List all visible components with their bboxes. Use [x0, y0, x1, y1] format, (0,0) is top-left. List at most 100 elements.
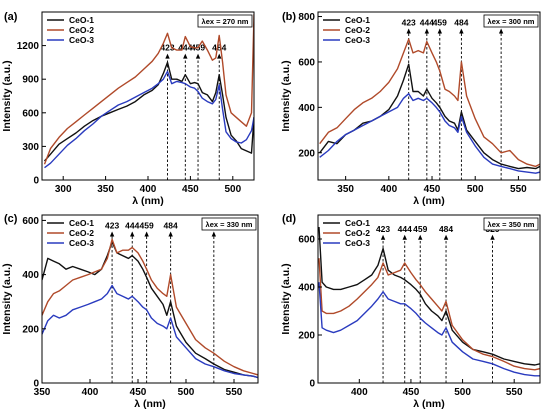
- peak-label: 444: [178, 43, 192, 53]
- y-tick-label: 600: [22, 108, 39, 119]
- x-axis-title: λ (nm): [134, 398, 166, 410]
- panel-letter: (a): [4, 11, 18, 23]
- y-axis-title: Intensity (a.u.): [1, 60, 13, 131]
- series-line-CeO-2: [319, 38, 540, 168]
- legend-label: CeO-3: [345, 35, 370, 45]
- peak-arrow: [183, 53, 188, 59]
- x-tick-label: 450: [182, 184, 199, 195]
- peak-arrow: [380, 234, 386, 240]
- peak-label: 459: [140, 220, 154, 230]
- excitation-label: λex = 300 nm: [488, 17, 535, 26]
- y-tick-label: 600: [22, 216, 39, 227]
- x-tick-label: 450: [424, 184, 441, 195]
- peak-arrow: [402, 234, 407, 240]
- plot-frame: [317, 11, 541, 181]
- y-tick-label: 200: [298, 148, 315, 159]
- peak-arrow: [168, 231, 173, 237]
- peak-label: 444: [420, 17, 434, 27]
- legend-label: CeO-1: [69, 218, 94, 228]
- y-tick-label: 200: [298, 331, 315, 342]
- x-tick-label: 350: [97, 184, 114, 195]
- series-line-CeO-3: [319, 93, 540, 174]
- legend-label: CeO-3: [69, 35, 94, 45]
- peak-arrow: [443, 234, 449, 240]
- y-tick-label: 600: [298, 57, 315, 68]
- series-line-CeO-3: [44, 70, 254, 169]
- excitation-box: λex = 270 nm: [197, 14, 253, 28]
- x-tick-label: 400: [351, 387, 368, 398]
- x-tick-label: 550: [226, 387, 243, 398]
- panel-3: (c)4234444594845293504004505005500200400…: [1, 213, 259, 410]
- excitation-label: λex = 350 nm: [488, 220, 535, 229]
- x-axis-title: λ (nm): [413, 195, 445, 207]
- x-tick-label: 550: [506, 387, 523, 398]
- peak-label: 484: [454, 17, 468, 27]
- series-line-CeO-3: [318, 282, 540, 377]
- legend-label: CeO-3: [345, 238, 370, 248]
- y-tick-label: 1200: [17, 41, 40, 52]
- series-line-CeO-1: [318, 226, 540, 366]
- peak-label: 444: [125, 220, 139, 230]
- plot-frame: [41, 214, 259, 384]
- peak-label: 484: [439, 224, 453, 234]
- panel-letter: (c): [4, 213, 18, 225]
- x-tick-label: 500: [467, 184, 484, 195]
- peak-label: 459: [433, 17, 447, 27]
- excitation-label: λex = 270 nm: [202, 17, 249, 26]
- peak-arrow: [195, 53, 201, 59]
- peak-label: 423: [376, 224, 390, 234]
- y-tick-label: 0: [309, 379, 315, 390]
- y-tick-label: 800: [298, 12, 315, 23]
- y-tick-label: 400: [298, 103, 315, 114]
- peak-arrow: [144, 231, 149, 237]
- peak-arrow: [211, 231, 217, 237]
- x-tick-label: 350: [34, 387, 51, 398]
- series-line-CeO-1: [43, 61, 254, 162]
- y-axis-title: Intensity (a.u.): [280, 60, 292, 131]
- excitation-box: λex = 350 nm: [483, 217, 539, 231]
- y-tick-label: 400: [22, 270, 39, 281]
- excitation-box: λex = 300 nm: [483, 14, 539, 28]
- legend-label: CeO-1: [69, 15, 94, 25]
- y-tick-label: 0: [33, 379, 39, 390]
- panel-4: (d)4234444594845294004505005500200400600…: [280, 213, 541, 410]
- y-axis-title: Intensity (a.u.): [280, 263, 292, 334]
- x-tick-label: 300: [55, 184, 72, 195]
- peak-arrow: [109, 231, 115, 237]
- peak-arrow: [418, 234, 423, 240]
- x-tick-label: 400: [140, 184, 157, 195]
- panel-letter: (d): [282, 213, 296, 225]
- series-line-CeO-2: [42, 238, 258, 376]
- y-tick-label: 900: [22, 75, 39, 86]
- peak-arrow: [459, 28, 464, 34]
- series-line-CeO-2: [318, 258, 540, 371]
- excitation-box: λex = 330 nm: [201, 217, 257, 231]
- peak-label: 423: [402, 17, 416, 27]
- peak-label: 459: [413, 224, 427, 234]
- legend-label: CeO-2: [69, 228, 94, 238]
- peak-label: 444: [398, 224, 412, 234]
- x-axis-title: λ (nm): [413, 398, 445, 410]
- panel-letter: (b): [282, 11, 296, 23]
- legend-label: CeO-2: [345, 25, 370, 35]
- peak-arrow: [437, 28, 442, 34]
- peak-arrow: [406, 28, 411, 34]
- legend-label: CeO-3: [69, 238, 94, 248]
- peak-label: 484: [164, 220, 178, 230]
- peak-arrow: [490, 234, 495, 240]
- x-tick-label: 400: [82, 387, 99, 398]
- y-tick-label: 600: [298, 235, 315, 246]
- y-tick-label: 200: [22, 324, 39, 335]
- y-axis-title: Intensity (a.u.): [1, 263, 13, 334]
- x-tick-label: 450: [403, 387, 420, 398]
- legend-label: CeO-2: [345, 228, 370, 238]
- legend-label: CeO-1: [345, 15, 370, 25]
- x-tick-label: 550: [510, 184, 527, 195]
- series-line-CeO-1: [42, 241, 258, 379]
- peak-arrow: [217, 53, 222, 59]
- y-tick-label: 300: [22, 142, 39, 153]
